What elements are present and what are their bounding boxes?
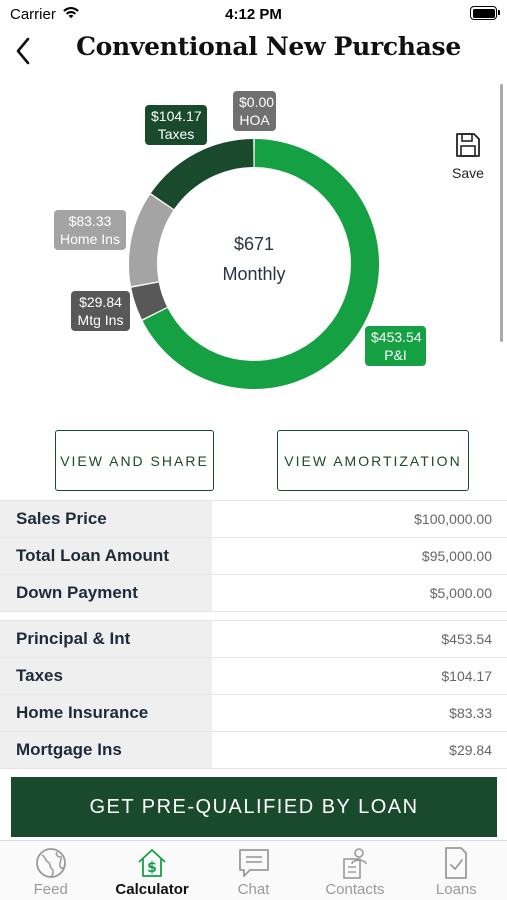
- clock: 4:12 PM: [225, 6, 282, 23]
- row-value: $29.84: [449, 742, 492, 758]
- callout-taxes: $104.17 Taxes: [145, 105, 207, 145]
- page-title: Conventional New Purchase: [76, 32, 461, 61]
- row-label: Down Payment: [0, 575, 212, 611]
- row-label: Total Loan Amount: [0, 538, 212, 574]
- tab-bar: Feed $ Calculator Chat Contacts: [0, 840, 507, 900]
- callout-taxes-label: Taxes: [157, 126, 195, 142]
- row-value: $100,000.00: [414, 511, 492, 527]
- table-row: Sales Price $100,000.00: [0, 501, 507, 538]
- donut-slice-home-ins: [129, 194, 174, 287]
- callout-hoa: $0.00 HOA: [233, 91, 276, 131]
- tab-loans[interactable]: Loans: [406, 841, 507, 900]
- callout-taxes-amount: $104.17: [151, 108, 202, 124]
- row-value: $83.33: [449, 705, 492, 721]
- save-icon: [456, 133, 480, 157]
- callout-pi-amount: $453.54: [371, 329, 422, 345]
- wifi-icon: [62, 5, 80, 24]
- row-label: Principal & Int: [0, 621, 212, 657]
- row-value: $5,000.00: [429, 585, 492, 601]
- payment-breakdown-table: Principal & Int $453.54 Taxes $104.17 Ho…: [0, 620, 507, 769]
- view-amortization-button[interactable]: VIEW AMORTIZATION: [277, 430, 469, 491]
- table-row: Principal & Int $453.54: [0, 621, 507, 658]
- callout-home-ins: $83.33 Home Ins: [54, 210, 126, 250]
- battery-icon: [470, 6, 500, 20]
- donut-slice-mtg-ins: [131, 282, 168, 320]
- scroll-indicator[interactable]: [500, 84, 503, 342]
- status-bar: Carrier 4:12 PM: [0, 0, 507, 28]
- loan-summary-table: Sales Price $100,000.00 Total Loan Amoun…: [0, 500, 507, 612]
- tab-label: Loans: [435, 881, 477, 898]
- tab-feed[interactable]: Feed: [0, 841, 101, 900]
- tab-label: Chat: [237, 881, 270, 898]
- house-dollar-icon: $: [138, 849, 166, 877]
- tab-label: Contacts: [325, 881, 385, 898]
- row-label: Sales Price: [0, 501, 212, 537]
- svg-text:$: $: [147, 860, 157, 876]
- save-button[interactable]: Save: [446, 132, 490, 182]
- view-and-share-button[interactable]: VIEW AND SHARE: [55, 430, 214, 491]
- save-label: Save: [452, 165, 484, 181]
- callout-hoa-label: HOA: [239, 112, 270, 128]
- row-value: $104.17: [441, 668, 492, 684]
- row-label: Home Insurance: [0, 695, 212, 731]
- globe-icon: [35, 848, 66, 878]
- contacts-icon: [343, 848, 367, 879]
- back-button[interactable]: [8, 32, 38, 70]
- tab-calculator[interactable]: $ Calculator: [101, 841, 202, 900]
- payment-chart: $671 Monthly $104.17 Taxes $0.00 HOA $83…: [0, 84, 507, 414]
- tab-contacts[interactable]: Contacts: [304, 841, 405, 900]
- document-check-icon: [445, 847, 468, 879]
- callout-mtg-ins-amount: $29.84: [79, 294, 122, 310]
- carrier-name: Carrier: [10, 6, 56, 23]
- table-row: Mortgage Ins $29.84: [0, 732, 507, 769]
- callout-home-ins-label: Home Ins: [60, 231, 120, 247]
- callout-pi-label: P&I: [384, 347, 407, 363]
- chart-center-amount: $671: [233, 234, 275, 254]
- chat-icon: [238, 849, 269, 877]
- table-row: Home Insurance $83.33: [0, 695, 507, 732]
- tab-label: Calculator: [115, 881, 189, 898]
- row-label: Mortgage Ins: [0, 732, 212, 768]
- table-row: Taxes $104.17: [0, 658, 507, 695]
- donut-slice-taxes: [150, 139, 254, 210]
- row-label: Taxes: [0, 658, 212, 694]
- nav-bar: Conventional New Purchase: [0, 28, 507, 74]
- donut-chart: [129, 139, 379, 389]
- callout-hoa-amount: $0.00: [239, 94, 275, 110]
- get-pre-qualified-button[interactable]: GET PRE-QUALIFIED BY LOAN: [11, 777, 497, 837]
- callout-home-ins-amount: $83.33: [68, 213, 112, 229]
- row-value: $95,000.00: [421, 548, 492, 564]
- table-row: Total Loan Amount $95,000.00: [0, 538, 507, 575]
- tab-label: Feed: [33, 881, 68, 898]
- tab-chat[interactable]: Chat: [203, 841, 304, 900]
- callout-pi: $453.54 P&I: [365, 326, 426, 366]
- chevron-left-icon: [16, 37, 30, 65]
- callout-mtg-ins-label: Mtg Ins: [77, 312, 124, 328]
- callout-mtg-ins: $29.84 Mtg Ins: [71, 291, 130, 331]
- table-row: Down Payment $5,000.00: [0, 575, 507, 612]
- chart-center-label: Monthly: [222, 264, 286, 284]
- row-value: $453.54: [441, 631, 492, 647]
